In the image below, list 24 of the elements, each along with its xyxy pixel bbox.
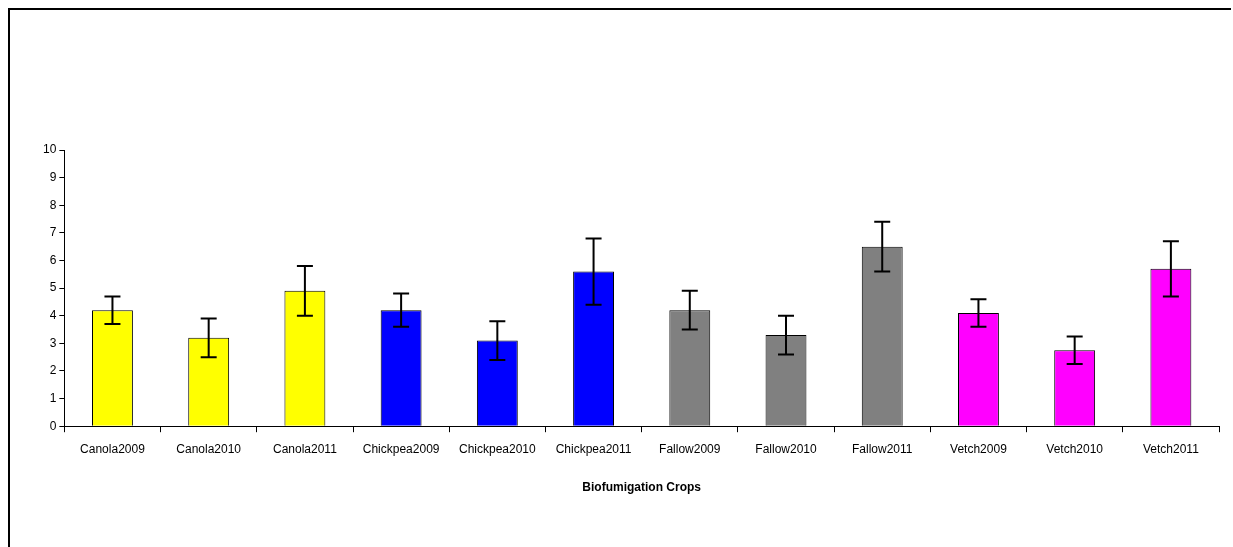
x-tick-label: Canola2009 xyxy=(80,441,146,456)
y-tick-label: 2 xyxy=(49,363,57,378)
y-tick-label: 8 xyxy=(49,197,57,212)
x-tick-label: Chickpea2010 xyxy=(458,441,537,456)
x-tick-label: Vetch2010 xyxy=(1046,441,1104,456)
x-tick-label: Fallow2011 xyxy=(851,441,913,456)
y-tick-label: 0 xyxy=(49,418,57,433)
y-tick-label: 1 xyxy=(49,390,57,405)
x-tick-label: Vetch2009 xyxy=(950,441,1008,456)
y-tick-label: 4 xyxy=(49,308,57,323)
y-tick-label: 5 xyxy=(49,280,57,295)
x-axis-title: Biofumigation Crops xyxy=(582,480,702,495)
x-tick-label: Chickpea2011 xyxy=(555,441,632,456)
x-tick-label: Vetch2011 xyxy=(1142,441,1200,456)
y-tick-label: 6 xyxy=(49,252,57,267)
y-tick-label: 9 xyxy=(49,169,57,184)
y-tick-label: 3 xyxy=(49,335,57,350)
x-tick-label: Fallow2010 xyxy=(755,441,818,456)
x-tick-label: Canola2011 xyxy=(272,441,338,456)
x-tick-label: Canola2010 xyxy=(176,441,242,456)
y-tick-label: 10 xyxy=(42,142,57,157)
y-tick-label: 7 xyxy=(49,225,57,240)
x-tick-label: Chickpea2009 xyxy=(362,441,440,456)
x-tick-label: Fallow2009 xyxy=(659,441,721,456)
